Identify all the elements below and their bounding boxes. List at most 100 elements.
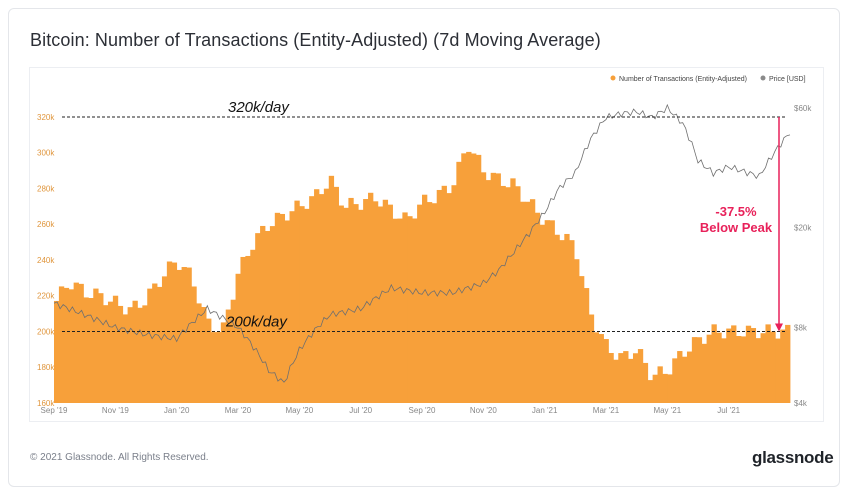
transaction-bar [559, 240, 565, 403]
transaction-bar [117, 305, 124, 403]
transaction-bar [294, 200, 300, 403]
transaction-bar [181, 267, 187, 403]
y-right-tick: $20k [794, 224, 812, 233]
transaction-bar [83, 297, 89, 403]
x-tick: Jan '21 [532, 406, 558, 415]
y-right-tick: $8k [794, 323, 808, 332]
transaction-bar [505, 187, 511, 403]
drop-arrow-head [775, 323, 783, 332]
transaction-bar [412, 218, 418, 403]
legend-label-price: Price [USD] [769, 76, 806, 83]
transaction-bar [431, 203, 438, 403]
transaction-bar [269, 226, 276, 403]
transaction-bar [475, 154, 482, 403]
x-tick: Jul '20 [349, 406, 372, 415]
transaction-bar [73, 282, 79, 403]
transaction-bar [132, 300, 138, 403]
transaction-bar [318, 194, 325, 403]
transaction-bar [377, 206, 384, 403]
transaction-bar [770, 331, 776, 403]
transaction-bar [255, 233, 261, 403]
y-left-tick: 240k [37, 256, 55, 265]
transaction-bar [88, 298, 94, 403]
transaction-bar [554, 234, 560, 403]
transaction-bar [750, 328, 757, 403]
transaction-bar [544, 220, 550, 403]
y-left-tick: 160k [37, 399, 55, 408]
transaction-bar [691, 337, 698, 403]
transaction-bar [112, 295, 119, 403]
transaction-bar [161, 276, 168, 403]
x-tick: Mar '20 [225, 406, 252, 415]
transaction-bar [736, 335, 742, 403]
transaction-bar [157, 286, 163, 403]
transaction-bar [137, 307, 143, 403]
x-tick: Jul '21 [717, 406, 740, 415]
transaction-bar [264, 230, 271, 403]
transaction-bar [657, 366, 663, 403]
transaction-bar [152, 283, 158, 403]
transaction-bar [510, 178, 516, 403]
transaction-bar [358, 209, 364, 403]
price-line [53, 103, 791, 383]
transaction-bar [63, 287, 70, 403]
y-left-tick: 220k [37, 292, 55, 301]
transaction-bar [613, 359, 619, 403]
transaction-bar [632, 353, 639, 403]
transaction-bar [147, 288, 153, 403]
transaction-bar [215, 332, 222, 403]
legend-dot-price [760, 75, 766, 81]
transaction-bar [225, 309, 232, 403]
transaction-bar [93, 288, 99, 403]
transaction-bar [765, 324, 771, 403]
transaction-bar [471, 153, 477, 403]
transaction-bar [662, 373, 668, 403]
x-tick: Nov '20 [470, 406, 497, 415]
transaction-bar [68, 289, 75, 403]
transaction-bar [338, 205, 344, 403]
transaction-bar [422, 194, 428, 403]
transaction-bar [166, 261, 173, 403]
transaction-bar [456, 161, 462, 403]
transaction-bar [618, 353, 624, 403]
chart-title: Bitcoin: Number of Transactions (Entity-… [30, 30, 601, 50]
y-left-tick: 300k [37, 149, 55, 158]
label-320k: 320k/day [228, 99, 290, 116]
transaction-bar [726, 328, 732, 403]
transaction-bar [304, 208, 310, 403]
transaction-bar [780, 329, 786, 403]
transaction-bar [309, 196, 315, 403]
transaction-bar [284, 220, 290, 403]
transaction-bar [652, 374, 658, 403]
transaction-bar [745, 325, 752, 403]
transaction-bar [196, 303, 202, 403]
transaction-bar [755, 338, 761, 403]
transaction-bar [372, 201, 379, 403]
legend-label-transactions: Number of Transactions (Entity-Adjusted) [619, 76, 747, 83]
x-tick: Jan '20 [164, 406, 190, 415]
transaction-bar [598, 334, 604, 403]
y-left-tick: 260k [37, 220, 55, 229]
transaction-bar [529, 199, 536, 403]
transaction-bar [515, 186, 521, 403]
transaction-bar [740, 336, 747, 403]
glassnode-logo[interactable]: glassnode [752, 448, 834, 467]
transaction-bar [667, 374, 673, 403]
y-left-tick: 200k [37, 327, 55, 336]
y-left-tick: 280k [37, 184, 55, 193]
transaction-bar [343, 207, 349, 403]
transaction-bar [574, 259, 580, 403]
transaction-bar [628, 358, 634, 403]
legend-dot-transactions [610, 75, 616, 81]
transaction-bar [539, 224, 546, 403]
transaction-bar [191, 286, 197, 403]
transaction-bar [279, 213, 286, 403]
transaction-bar [122, 314, 128, 403]
x-tick: Sep '20 [409, 406, 436, 415]
transaction-bar [220, 322, 227, 403]
y-left-tick: 320k [37, 113, 55, 122]
transaction-bar [446, 193, 452, 403]
transaction-bar [397, 218, 403, 403]
transaction-bar [461, 153, 467, 403]
